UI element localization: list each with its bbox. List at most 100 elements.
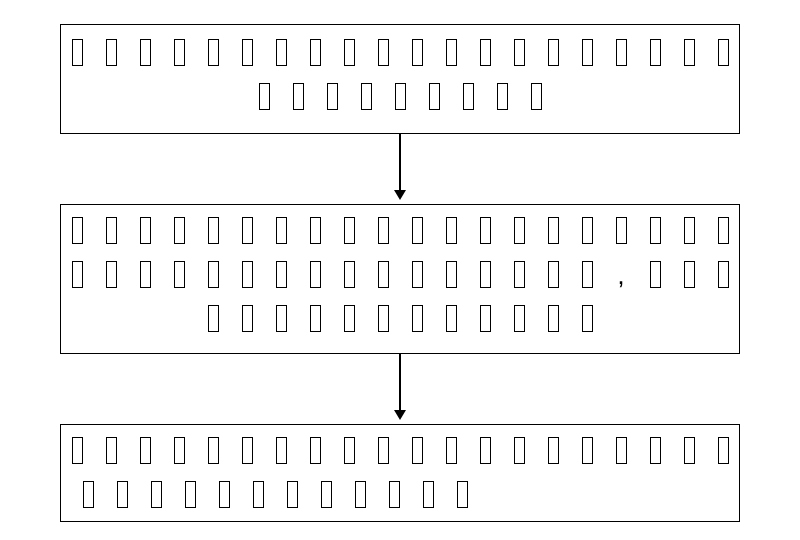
slot-rect: [582, 305, 593, 332]
slot-rect: [140, 217, 151, 244]
slot-rect: [208, 437, 219, 464]
slot-rect: [548, 261, 559, 288]
slot-rect: [344, 261, 355, 288]
slot-rect: [83, 481, 94, 508]
slot-rect: [548, 217, 559, 244]
slot-rect: [514, 261, 525, 288]
slot-rect: [72, 217, 83, 244]
slot-rect: [582, 437, 593, 464]
slot-rect: [514, 217, 525, 244]
slot-rect: [480, 437, 491, 464]
slot-rect: [480, 305, 491, 332]
slot-row: [61, 217, 739, 244]
arrow-shaft: [399, 134, 401, 190]
slot-rect: [208, 261, 219, 288]
flow-box: [60, 24, 740, 134]
slot-rect: [446, 261, 457, 288]
diagram-canvas: ,: [0, 0, 800, 540]
slot-rect: [582, 217, 593, 244]
slot-rect: [287, 481, 298, 508]
slot-rect: [259, 83, 270, 110]
slot-rect: [276, 39, 287, 66]
slot-rect: [151, 481, 162, 508]
slot-rect: [361, 83, 372, 110]
arrow-head-icon: [394, 190, 406, 200]
slot-rect: [321, 481, 332, 508]
slot-rect: [174, 437, 185, 464]
slot-rect: [412, 261, 423, 288]
slot-rect: [327, 83, 338, 110]
slot-rect: [548, 437, 559, 464]
slot-row: [61, 39, 739, 66]
slot-rect: [140, 261, 151, 288]
slot-rect: [355, 481, 366, 508]
slot-rect: [378, 437, 389, 464]
slot-row: [61, 437, 739, 464]
slot-rect: [395, 83, 406, 110]
slot-rect: [718, 217, 729, 244]
slot-rect: [72, 39, 83, 66]
slot-rect: [514, 437, 525, 464]
comma-glyph: ,: [616, 262, 627, 288]
slot-rect: [378, 305, 389, 332]
slot-rect: [208, 39, 219, 66]
slot-rect: [531, 83, 542, 110]
slot-rect: [293, 83, 304, 110]
slot-rect: [310, 39, 321, 66]
slot-rect: [480, 39, 491, 66]
slot-rect: [718, 437, 729, 464]
slot-rect: [117, 481, 128, 508]
slot-rect: [650, 437, 661, 464]
slot-rect: [72, 261, 83, 288]
flow-box: ,: [60, 204, 740, 354]
flow-box: [60, 424, 740, 522]
slot-rect: [412, 437, 423, 464]
slot-rect: [497, 83, 508, 110]
slot-rect: [412, 305, 423, 332]
slot-rect: [446, 437, 457, 464]
slot-rect: [276, 437, 287, 464]
slot-rect: [106, 261, 117, 288]
slot-rect: [412, 39, 423, 66]
slot-rect: [718, 39, 729, 66]
slot-row: [61, 481, 739, 508]
slot-rect: [616, 437, 627, 464]
slot-rect: [185, 481, 196, 508]
slot-row: [61, 83, 739, 110]
slot-rect: [276, 261, 287, 288]
slot-rect: [548, 305, 559, 332]
slot-rect: [423, 481, 434, 508]
arrow-head-icon: [394, 410, 406, 420]
slot-rect: [684, 217, 695, 244]
slot-rect: [446, 217, 457, 244]
slot-rect: [582, 39, 593, 66]
slot-rect: [106, 437, 117, 464]
slot-rect: [140, 437, 151, 464]
slot-rect: [276, 217, 287, 244]
slot-rect: [310, 261, 321, 288]
slot-rect: [616, 217, 627, 244]
slot-rect: [446, 305, 457, 332]
slot-rect: [344, 217, 355, 244]
slot-rect: [242, 437, 253, 464]
slot-rect: [310, 437, 321, 464]
slot-rect: [242, 39, 253, 66]
slot-rect: [310, 305, 321, 332]
slot-rect: [457, 481, 468, 508]
slot-rect: [344, 437, 355, 464]
slot-rect: [242, 261, 253, 288]
slot-rect: [412, 217, 423, 244]
slot-rect: [253, 481, 264, 508]
slot-rect: [480, 261, 491, 288]
slot-rect: [514, 39, 525, 66]
slot-rect: [208, 217, 219, 244]
arrow-shaft: [399, 354, 401, 410]
slot-row: [61, 305, 739, 332]
slot-rect: [684, 261, 695, 288]
slot-rect: [684, 437, 695, 464]
slot-rect: [446, 39, 457, 66]
slot-rect: [276, 305, 287, 332]
slot-rect: [378, 39, 389, 66]
slot-rect: [344, 39, 355, 66]
slot-rect: [174, 261, 185, 288]
